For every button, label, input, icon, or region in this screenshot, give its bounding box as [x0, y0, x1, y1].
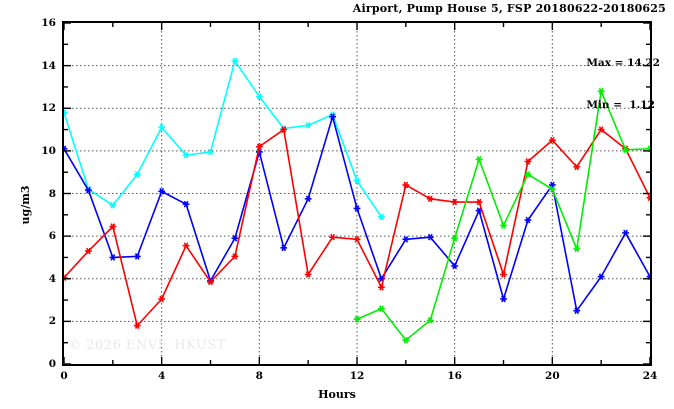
x-tick-label: 24	[642, 370, 658, 382]
chart-canvas	[64, 23, 650, 364]
watermark: © 2026 ENVF, HKUST	[68, 338, 226, 353]
y-tick-label: 2	[48, 315, 56, 328]
x-axis-label: Hours	[318, 388, 356, 401]
x-tick-label: 20	[545, 370, 560, 382]
y-tick-label: 16	[41, 17, 56, 29]
x-tick-label: 16	[447, 370, 462, 382]
series-day3	[64, 126, 650, 329]
x-tick-label: 0	[60, 370, 68, 382]
plot-area	[62, 21, 652, 366]
y-tick-label: 0	[48, 358, 56, 370]
stats-annotation: Max = 14.22 Min = 1.12	[586, 28, 660, 140]
y-tick-label: 12	[41, 102, 56, 115]
y-tick-label: 14	[41, 59, 56, 72]
y-tick-label: 4	[48, 272, 56, 285]
max-value-label: Max = 14.22	[586, 57, 660, 69]
x-tick-label: 4	[158, 370, 166, 382]
min-value-label: Min = 1.12	[586, 99, 655, 111]
x-tick-label: 8	[255, 370, 263, 382]
series-day1	[64, 57, 385, 221]
x-tick-label: 12	[349, 370, 365, 382]
y-tick-label: 10	[41, 144, 56, 157]
y-tick-label: 8	[48, 187, 56, 200]
chart-title: Airport, Pump House 5, FSP 20180622-2018…	[352, 2, 666, 15]
y-tick-label: 6	[48, 230, 56, 243]
